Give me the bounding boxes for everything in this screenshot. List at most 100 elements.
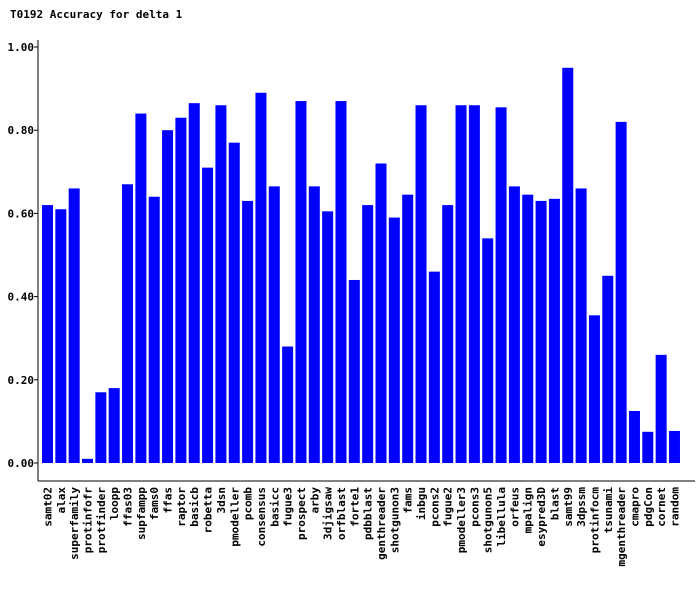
bar — [148, 196, 160, 463]
bar — [415, 105, 427, 464]
x-tick-label: pmodeller3 — [455, 487, 468, 553]
chart-title: T0192 Accuracy for delta 1 — [10, 8, 183, 21]
x-tick-label: alax — [55, 487, 68, 514]
bar — [82, 458, 94, 463]
bar — [535, 200, 547, 464]
x-tick-label: mgenthreader — [615, 487, 628, 567]
bar — [482, 238, 494, 463]
bar — [68, 188, 80, 463]
x-tick-label: robetta — [202, 487, 215, 533]
bar — [508, 186, 520, 464]
x-tick-label: prospect — [295, 487, 308, 540]
bar — [322, 211, 334, 463]
x-tick-label: pdgCon — [642, 487, 655, 527]
x-tick-label: cornet — [655, 487, 668, 527]
bar — [615, 121, 627, 463]
x-tick-label: samt99 — [562, 487, 575, 527]
x-tick-label: ffas03 — [122, 487, 135, 527]
bar — [548, 198, 560, 463]
x-tick-label: cmapro — [628, 487, 641, 527]
x-tick-label: pdbblast — [362, 487, 375, 540]
bar — [522, 194, 534, 463]
x-tick-label: superfamily — [68, 487, 81, 560]
bar — [495, 107, 507, 463]
x-tick-label: esypred3D — [535, 487, 548, 547]
bar — [295, 101, 307, 463]
x-tick-label: pcons3 — [468, 487, 481, 527]
bar — [362, 205, 374, 463]
x-tick-label: raptor — [175, 487, 188, 527]
bar — [562, 67, 574, 464]
x-tick-label: mpalign — [522, 487, 535, 533]
bar — [468, 105, 480, 464]
x-tick-label: random — [668, 487, 681, 527]
bar — [575, 188, 587, 463]
bar — [55, 209, 67, 463]
bar — [602, 275, 614, 463]
x-tick-label: fams — [402, 487, 415, 514]
y-tick-label: 0.20 — [8, 374, 35, 387]
bar — [188, 103, 200, 463]
bar — [268, 186, 280, 464]
bar — [95, 392, 107, 463]
bar — [162, 130, 174, 463]
x-tick-label: pcomb — [242, 487, 255, 520]
bar — [215, 105, 227, 464]
bar — [348, 279, 360, 463]
bar — [242, 200, 254, 464]
x-tick-label: pmodeller — [228, 487, 241, 547]
y-tick-label: 0.00 — [8, 457, 35, 470]
y-tick-label: 0.40 — [8, 291, 35, 304]
bar — [655, 354, 667, 463]
x-tick-label: 3djigsaw — [322, 487, 335, 540]
x-tick-label: 3dpssm — [575, 487, 588, 527]
bar — [308, 186, 320, 464]
x-tick-label: basicb — [188, 487, 201, 527]
x-tick-label: consensus — [255, 487, 268, 547]
bar — [642, 431, 654, 463]
x-tick-label: arby — [308, 487, 321, 514]
bar — [175, 117, 187, 463]
bar — [402, 194, 414, 463]
bar — [428, 271, 440, 463]
x-tick-label: blast — [548, 487, 561, 520]
bar — [42, 205, 53, 463]
bar — [628, 411, 640, 463]
x-tick-label: basicc — [268, 487, 281, 527]
x-tick-label: tsunami — [602, 487, 615, 534]
x-tick-label: shotgunon5 — [482, 487, 495, 553]
y-tick-label: 1.00 — [8, 41, 35, 54]
x-tick-label: orfeus — [508, 487, 521, 527]
bar — [668, 430, 680, 463]
x-tick-label: shotgunon3 — [388, 487, 401, 553]
x-tick-label: protinfocm — [588, 487, 601, 554]
bar — [375, 163, 387, 464]
bar — [122, 184, 134, 463]
x-tick-label: genthreader — [375, 487, 388, 560]
x-tick-label: forte1 — [348, 487, 361, 527]
bar — [228, 142, 240, 463]
x-tick-label: 3dsn — [215, 487, 228, 514]
x-tick-label: orfblast — [335, 487, 348, 540]
x-tick-label: ffas — [162, 487, 175, 514]
bar — [442, 205, 454, 463]
bar — [282, 346, 294, 463]
x-tick-label: supfampp — [135, 487, 148, 540]
x-tick-label: protfinder — [95, 487, 108, 554]
bar — [135, 113, 147, 463]
x-tick-label: fugue3 — [282, 487, 295, 527]
bar — [455, 105, 467, 464]
y-tick-label: 0.80 — [8, 124, 35, 137]
x-tick-label: inbgu — [415, 487, 428, 520]
x-tick-label: loopp — [108, 487, 121, 520]
y-tick-label: 0.60 — [8, 207, 35, 220]
x-tick-label: protinfofr — [82, 487, 95, 554]
x-tick-label: fugue2 — [442, 487, 455, 527]
x-tick-label: fams0 — [148, 487, 161, 520]
x-tick-label: samt02 — [42, 487, 55, 527]
bar — [108, 388, 120, 463]
x-tick-label: libellula — [495, 487, 508, 547]
bar — [335, 101, 347, 463]
bar — [588, 315, 600, 463]
